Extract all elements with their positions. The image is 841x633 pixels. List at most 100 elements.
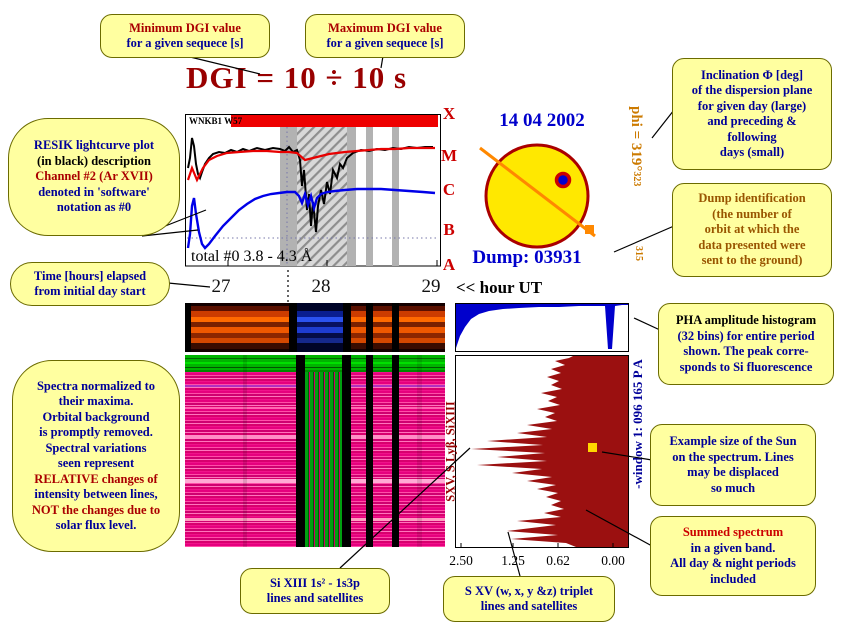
lightcurve-blue-curve xyxy=(186,187,436,250)
hour-tick-28: 28 xyxy=(311,276,331,297)
callout-text-line: days (small) xyxy=(719,145,785,159)
goes-class-a-label: A xyxy=(442,255,456,274)
callout-text-line: Example size of the Sun xyxy=(669,434,797,448)
callout-text-line: Inclination Φ [deg] xyxy=(700,67,804,82)
phi-main-value: phi = 319° xyxy=(628,106,644,172)
dispersion-plane-line xyxy=(479,146,596,238)
callout-text-line: Spectra normalized to xyxy=(36,378,156,393)
callout-text-line: Spectral variations xyxy=(45,440,147,455)
callout-text-line: PHA amplitude histogram xyxy=(675,313,817,327)
callout-text-line: Time [hours] elapsed xyxy=(33,268,147,283)
active-region-marker xyxy=(554,171,572,189)
callout-text-line: of the dispersion plane xyxy=(691,83,813,97)
callout-text-line: seen represent xyxy=(57,456,135,470)
callout-text-line: so much xyxy=(710,480,756,495)
callout-text-line: Maximum DGI value xyxy=(328,20,442,35)
callout-text-line: on the spectrum. Lines xyxy=(672,449,794,464)
callout-text-line: may be displaced xyxy=(687,465,779,479)
callout-si-xiii-lines: Si XIII 1s² - 1s3p lines and satellites xyxy=(240,568,390,614)
callout-text-line: Summed spectrum xyxy=(682,525,784,539)
hour-ut-axis-label: << hour UT xyxy=(456,278,543,297)
callout-text-line: for a given sequece [s] xyxy=(326,36,444,50)
callout-text-line: Dump identification xyxy=(698,191,806,206)
pha-histogram-area xyxy=(456,304,628,349)
callout-text-line: solar flux level. xyxy=(55,518,137,532)
energy-tick-000: 0.00 xyxy=(601,553,625,568)
callout-text-line: (the number of xyxy=(712,206,792,221)
callout-text-line: All day & night periods xyxy=(670,556,796,570)
callout-text-line: lines and satellites xyxy=(480,599,578,613)
callout-spectra-note: Spectra normalized to their maxima. Orbita… xyxy=(12,360,180,552)
callout-text-line: for given day (large) xyxy=(697,98,807,113)
callout-text-line: S XV (w, x, y &z) triplet xyxy=(464,583,594,598)
summed-spectrum-area xyxy=(471,356,628,547)
energy-tick-062: 0.62 xyxy=(546,553,570,568)
eclipse-green-section xyxy=(305,372,342,547)
callout-resik-lightcurve: RESIK lightcurve plot (in black) descript… xyxy=(8,118,180,236)
callout-summed-spectrum: Summed spectrum in a given band. All day &… xyxy=(650,516,816,596)
goes-class-b-label: B xyxy=(443,220,455,239)
callout-text-line: lines and satellites xyxy=(266,591,364,605)
pha-histogram xyxy=(455,303,629,352)
energy-tick-125: 1.25 xyxy=(501,553,525,568)
dump-number: Dump: 03931 xyxy=(472,247,581,268)
callout-text-line: sponds to Si fluorescence xyxy=(679,359,813,374)
normalized-spectrogram xyxy=(185,355,445,547)
pha-window-axis-label: -window 1: 096 165 P A xyxy=(630,359,645,489)
callout-inclination: Inclination Φ [deg] of the dispersion pla… xyxy=(672,58,832,170)
sun-disk xyxy=(484,143,590,249)
callout-text-line: Si XIII 1s² - 1s3p xyxy=(270,575,360,590)
callout-text-line: is promptly removed. xyxy=(39,425,153,439)
callout-text-line: from initial day start xyxy=(34,284,146,298)
callout-text-line: (in black) description xyxy=(37,153,151,168)
hour-tick-27: 27 xyxy=(211,276,231,297)
goes-class-x-label: X xyxy=(442,104,456,123)
callout-text-line: data presented were xyxy=(698,237,806,252)
goes-class-m-label: M xyxy=(441,146,458,165)
hour-tick-29: 29 xyxy=(421,276,441,297)
dgi-sequence-bar xyxy=(231,115,438,127)
callout-text-line: sent to the ground) xyxy=(701,253,803,268)
callout-max-dgi: Maximum DGI value for a given sequece [s] xyxy=(305,14,465,58)
callout-dump-id: Dump identification (the number of orbit a… xyxy=(672,183,832,277)
callout-text-line: NOT the changes due to xyxy=(31,502,161,517)
phi-previous-day-value: 315 xyxy=(633,246,644,261)
callout-text-line: orbit at which the xyxy=(704,222,800,237)
phi-next-day-value: 323 xyxy=(631,171,642,187)
sun-size-marker xyxy=(588,443,597,452)
dgi-title: DGI = 10 ÷ 10 s xyxy=(186,60,408,95)
spectral-lines-axis-label: SXV, S Lyβ, SiXIII xyxy=(443,401,458,502)
callout-text-line: notation as #0 xyxy=(56,200,132,215)
callout-text-line: Minimum DGI value xyxy=(129,20,241,35)
callout-text-line: in a given band. xyxy=(690,540,776,555)
data-gap-band xyxy=(280,127,297,266)
sun-disk-panel: 14 04 2002 Dump: 03931 xyxy=(455,104,629,272)
callout-text-line: included xyxy=(710,571,756,586)
callout-text-line: their maxima. xyxy=(58,394,134,408)
callout-text-line: shown. The peak corre- xyxy=(683,344,809,358)
callout-text-line: and preceding & xyxy=(707,114,797,128)
callout-text-line: denoted in 'software' xyxy=(38,184,150,199)
band-label: total #0 3.8 - 4.3 Å xyxy=(191,247,313,265)
callout-pha-histogram: PHA amplitude histogram (32 bins) for ent… xyxy=(658,303,834,385)
lightcurve-red-curve xyxy=(186,146,435,183)
callout-text-line: RESIK lightcurve plot xyxy=(33,138,155,153)
callout-text-line: Orbital background xyxy=(42,409,150,424)
callout-sun-size: Example size of the Sun on the spectrum. … xyxy=(650,424,816,506)
callout-text-line: intensity between lines, xyxy=(34,487,158,501)
callout-text-line: Channel #2 (Ar XVII) xyxy=(35,169,153,184)
dispersion-end-marker xyxy=(585,225,594,234)
summed-spectrum-plot xyxy=(455,355,629,548)
window-corner-label: WNKB1 W57 xyxy=(189,116,243,126)
phi-angle-label: phi = 319°323 xyxy=(627,106,645,266)
callout-text-line: (32 bins) for entire period xyxy=(677,328,815,343)
overview-spectrogram-strip xyxy=(185,303,445,352)
observation-date: 14 04 2002 xyxy=(499,110,585,131)
callout-text-line: following xyxy=(727,129,777,144)
callout-s-xv-lines: S XV (w, x, y &z) triplet lines and satel… xyxy=(443,576,615,622)
callout-time-elapsed: Time [hours] elapsed from initial day sta… xyxy=(10,262,170,306)
callout-text-line: for a given sequece [s] xyxy=(126,36,244,50)
goes-class-c-label: C xyxy=(442,180,456,199)
energy-tick-250: 2.50 xyxy=(449,553,473,568)
